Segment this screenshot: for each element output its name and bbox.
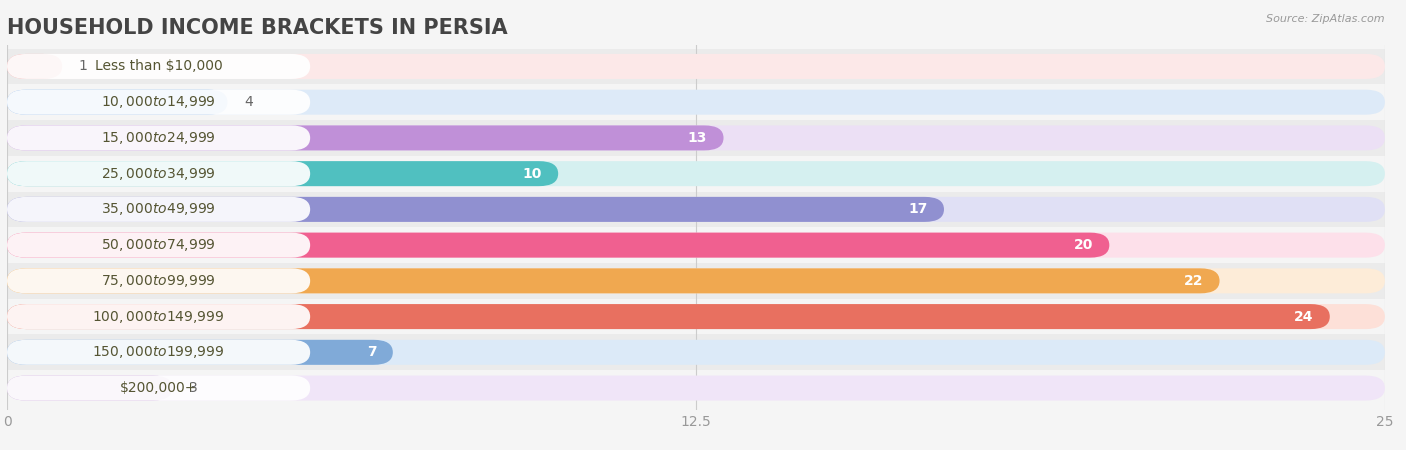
Text: 10: 10 <box>522 166 541 180</box>
FancyBboxPatch shape <box>7 126 311 150</box>
FancyBboxPatch shape <box>7 304 1330 329</box>
FancyBboxPatch shape <box>7 126 724 150</box>
Text: Source: ZipAtlas.com: Source: ZipAtlas.com <box>1267 14 1385 23</box>
Text: $100,000 to $149,999: $100,000 to $149,999 <box>93 309 225 324</box>
FancyBboxPatch shape <box>7 268 1219 293</box>
FancyBboxPatch shape <box>7 161 1385 186</box>
FancyBboxPatch shape <box>7 334 1385 370</box>
Text: 17: 17 <box>908 202 928 216</box>
FancyBboxPatch shape <box>7 233 1385 257</box>
Text: $200,000+: $200,000+ <box>120 381 197 395</box>
Text: $150,000 to $199,999: $150,000 to $199,999 <box>93 344 225 360</box>
Text: 7: 7 <box>367 345 377 359</box>
FancyBboxPatch shape <box>7 376 1385 400</box>
FancyBboxPatch shape <box>7 233 1109 257</box>
FancyBboxPatch shape <box>7 126 1385 150</box>
FancyBboxPatch shape <box>7 197 1385 222</box>
Text: $25,000 to $34,999: $25,000 to $34,999 <box>101 166 217 182</box>
FancyBboxPatch shape <box>7 161 311 186</box>
FancyBboxPatch shape <box>7 263 1385 299</box>
FancyBboxPatch shape <box>7 197 311 222</box>
FancyBboxPatch shape <box>7 90 311 115</box>
Text: 3: 3 <box>188 381 198 395</box>
FancyBboxPatch shape <box>7 54 1385 79</box>
Text: $15,000 to $24,999: $15,000 to $24,999 <box>101 130 217 146</box>
FancyBboxPatch shape <box>7 376 173 400</box>
FancyBboxPatch shape <box>7 84 1385 120</box>
FancyBboxPatch shape <box>7 340 311 365</box>
FancyBboxPatch shape <box>7 192 1385 227</box>
FancyBboxPatch shape <box>7 268 311 293</box>
Text: 13: 13 <box>688 131 707 145</box>
FancyBboxPatch shape <box>7 120 1385 156</box>
FancyBboxPatch shape <box>7 156 1385 192</box>
FancyBboxPatch shape <box>7 268 1385 293</box>
FancyBboxPatch shape <box>7 90 228 115</box>
Text: $50,000 to $74,999: $50,000 to $74,999 <box>101 237 217 253</box>
Text: $75,000 to $99,999: $75,000 to $99,999 <box>101 273 217 289</box>
FancyBboxPatch shape <box>7 233 311 257</box>
FancyBboxPatch shape <box>7 54 62 79</box>
FancyBboxPatch shape <box>7 376 311 400</box>
Text: 22: 22 <box>1184 274 1204 288</box>
FancyBboxPatch shape <box>7 340 392 365</box>
FancyBboxPatch shape <box>7 161 558 186</box>
Text: HOUSEHOLD INCOME BRACKETS IN PERSIA: HOUSEHOLD INCOME BRACKETS IN PERSIA <box>7 18 508 38</box>
FancyBboxPatch shape <box>7 304 1385 329</box>
Text: 1: 1 <box>79 59 87 73</box>
FancyBboxPatch shape <box>7 54 311 79</box>
Text: 4: 4 <box>245 95 253 109</box>
Text: 20: 20 <box>1073 238 1092 252</box>
Text: $35,000 to $49,999: $35,000 to $49,999 <box>101 202 217 217</box>
FancyBboxPatch shape <box>7 370 1385 406</box>
FancyBboxPatch shape <box>7 197 943 222</box>
FancyBboxPatch shape <box>7 49 1385 84</box>
FancyBboxPatch shape <box>7 90 1385 115</box>
Text: Less than $10,000: Less than $10,000 <box>94 59 222 73</box>
Text: $10,000 to $14,999: $10,000 to $14,999 <box>101 94 217 110</box>
FancyBboxPatch shape <box>7 227 1385 263</box>
Text: 24: 24 <box>1294 310 1313 324</box>
FancyBboxPatch shape <box>7 304 311 329</box>
FancyBboxPatch shape <box>7 340 1385 365</box>
FancyBboxPatch shape <box>7 299 1385 334</box>
